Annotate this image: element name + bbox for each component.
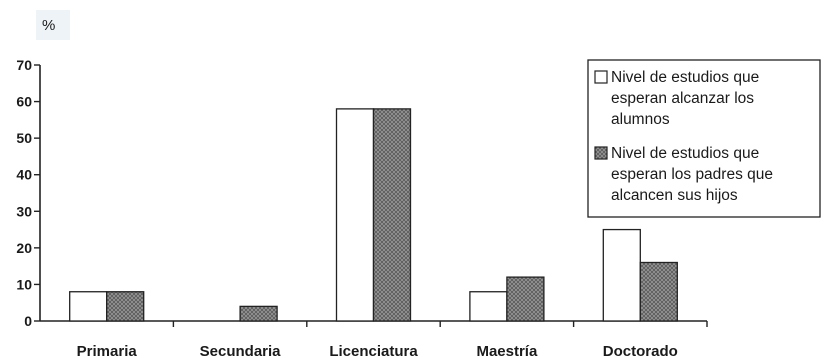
y-tick-label: 10 [16, 276, 32, 292]
legend-label-parents: Nivel de estudios que esperan los padres… [611, 145, 777, 204]
y-tick-label: 50 [16, 130, 32, 146]
legend-swatch-parents [594, 146, 608, 160]
category-labels: Primaria Secundaria Licenciatura Maestría Do… [77, 343, 678, 358]
legend-parents-line-2: esperan los padres que [611, 166, 773, 183]
bar-students-doctorado [602, 228, 641, 322]
legend-students-line-3: alumnos [611, 111, 670, 128]
legend-parents-line-3: alcancen sus hijos [611, 187, 738, 204]
bar-students-licenciatura [335, 108, 375, 322]
y-tick-label: 60 [16, 94, 32, 110]
bar-students-primaria [69, 291, 108, 322]
bars [69, 108, 708, 327]
y-tick-label: 30 [16, 203, 32, 219]
category-label: Maestría [476, 343, 538, 358]
bar-parents-primaria [106, 291, 145, 322]
y-tick-label: 0 [24, 313, 32, 329]
legend-swatch-students [594, 70, 608, 84]
bar-parents-secundaria [239, 305, 278, 322]
y-tick-label: 40 [16, 167, 32, 183]
legend-label-students: Nivel de estudios que esperan alcanzar l… [611, 69, 764, 128]
unit-label-background [36, 10, 70, 40]
category-label: Primaria [77, 343, 138, 358]
y-unit-label: % [42, 17, 55, 34]
legend-box [587, 59, 821, 218]
category-label: Doctorado [603, 343, 678, 358]
bar-parents-maestría [506, 276, 545, 322]
legend-students-line-1: Nivel de estudios que [611, 69, 759, 86]
y-tick-label: 70 [16, 57, 32, 73]
legend: Nivel de estudios que esperan alcanzar l… [587, 59, 821, 218]
legend-students-line-2: esperan alcanzar los [611, 90, 754, 107]
category-label: Licenciatura [329, 343, 418, 358]
y-tick-label: 20 [16, 240, 32, 256]
bar-students-maestría [469, 291, 508, 322]
category-label: Secundaria [200, 343, 282, 358]
bar-parents-doctorado [639, 261, 678, 322]
bar-parents-licenciatura [372, 108, 412, 322]
legend-parents-line-1: Nivel de estudios que [611, 145, 759, 162]
y-axis-ticks: 0 10 20 30 40 50 60 70 [16, 57, 40, 329]
